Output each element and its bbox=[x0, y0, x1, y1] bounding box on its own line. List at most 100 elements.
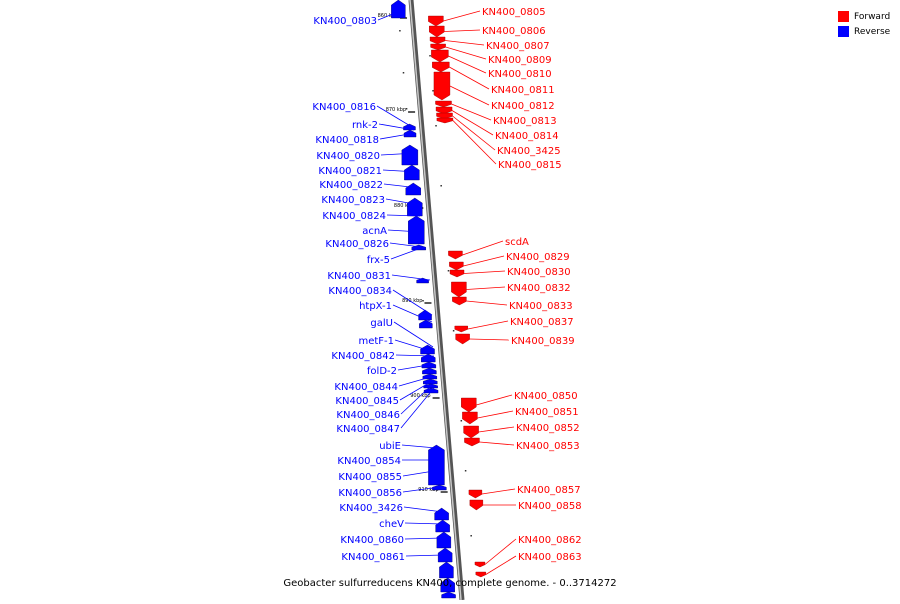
reverse-gene-label: metF-1 bbox=[358, 336, 394, 347]
forward-gene-label: KN400_0814 bbox=[495, 131, 559, 142]
reverse-gene-leader bbox=[378, 123, 415, 131]
tick-label: 870 kbp bbox=[386, 107, 406, 113]
tick-dot bbox=[402, 72, 405, 74]
forward-gene-arrow bbox=[474, 561, 486, 568]
forward-gene-label: KN400_0833 bbox=[509, 301, 573, 312]
reverse-gene-label: KN400_0834 bbox=[328, 286, 392, 297]
forward-gene-arrow bbox=[469, 499, 484, 511]
reverse-gene-leader bbox=[404, 522, 444, 525]
forward-gene-leader bbox=[469, 338, 510, 341]
reverse-gene-label: KN400_0826 bbox=[325, 239, 389, 250]
reverse-gene-label: KN400_0823 bbox=[321, 195, 385, 206]
legend-item-forward: Forward bbox=[838, 9, 890, 24]
forward-gene-arrow bbox=[454, 325, 468, 333]
forward-gene-arrow bbox=[452, 296, 467, 306]
tick-dot bbox=[399, 30, 401, 32]
reverse-gene-leader bbox=[390, 247, 422, 260]
reverse-gene-leader bbox=[398, 375, 435, 387]
reverse-gene-leader bbox=[376, 105, 413, 128]
forward-gene-arrow bbox=[433, 71, 451, 101]
forward-gene-arrow bbox=[468, 489, 483, 499]
forward-gene-arrow bbox=[449, 261, 464, 271]
reverse-gene-arrow bbox=[422, 367, 437, 375]
reverse-gene-arrow bbox=[423, 378, 438, 385]
forward-gene-leader bbox=[478, 426, 515, 433]
reverse-gene-label: ubiE bbox=[379, 441, 401, 452]
reverse-gene-label: KN400_0861 bbox=[341, 552, 405, 563]
reverse-gene-leader bbox=[385, 198, 421, 206]
reverse-gene-label: frx-5 bbox=[367, 255, 390, 266]
forward-gene-label: KN400_0815 bbox=[498, 160, 562, 171]
reverse-gene-leader bbox=[400, 387, 435, 429]
forward-swatch bbox=[838, 11, 849, 22]
forward-gene-label: KN400_0837 bbox=[510, 317, 574, 328]
tick-dot bbox=[435, 125, 437, 127]
reverse-gene-label: KN400_0845 bbox=[335, 396, 399, 407]
forward-gene-label: KN400_0852 bbox=[516, 423, 580, 434]
genome-backbone-highlight bbox=[409, 0, 462, 601]
reverse-gene-arrow bbox=[441, 591, 456, 599]
reverse-gene-label: rnk-2 bbox=[352, 120, 378, 131]
reverse-gene-arrow bbox=[437, 547, 453, 563]
forward-gene-leader bbox=[477, 410, 514, 419]
forward-gene-label: KN400_0850 bbox=[514, 391, 578, 402]
forward-gene-label: KN400_0811 bbox=[491, 85, 555, 96]
reverse-gene-leader bbox=[397, 363, 435, 371]
forward-gene-label: KN400_0807 bbox=[486, 41, 550, 52]
reverse-gene-leader bbox=[389, 242, 422, 248]
reverse-gene-leader bbox=[383, 183, 420, 189]
reverse-gene-arrow bbox=[405, 182, 421, 196]
reverse-gene-arrow bbox=[434, 507, 449, 521]
forward-gene-label: scdA bbox=[505, 237, 529, 248]
tick-dot bbox=[405, 108, 408, 110]
reverse-gene-arrow bbox=[419, 319, 433, 329]
forward-gene-leader bbox=[452, 115, 496, 151]
reverse-gene-label: KN400_0822 bbox=[319, 180, 383, 191]
forward-gene-leader bbox=[444, 29, 481, 32]
forward-gene-leader bbox=[463, 270, 506, 274]
tick-dot bbox=[447, 270, 450, 272]
forward-gene-leader bbox=[449, 85, 490, 106]
reverse-gene-arrow bbox=[428, 444, 445, 486]
forward-gene-leader bbox=[443, 10, 481, 22]
reverse-gene-leader bbox=[405, 554, 444, 557]
forward-gene-leader bbox=[449, 66, 490, 90]
forward-gene-arrow bbox=[449, 269, 465, 278]
forward-gene-label: KN400_0857 bbox=[517, 485, 581, 496]
tick-dot bbox=[432, 90, 434, 92]
forward-gene-label: KN400_0832 bbox=[507, 283, 571, 294]
forward-gene-arrow bbox=[455, 333, 470, 345]
reverse-gene-label: KN400_0860 bbox=[340, 535, 404, 546]
forward-gene-leader bbox=[451, 110, 494, 136]
reverse-gene-label: galU bbox=[370, 318, 393, 329]
forward-gene-arrow bbox=[435, 100, 452, 108]
reverse-gene-label: KN400_0847 bbox=[336, 424, 400, 435]
reverse-gene-arrow bbox=[439, 561, 454, 579]
forward-gene-label: KN400_0810 bbox=[488, 69, 552, 80]
reverse-gene-arrow bbox=[401, 144, 419, 166]
forward-gene-arrow bbox=[430, 43, 446, 51]
reverse-gene-label: cheV bbox=[379, 519, 404, 530]
reverse-gene-leader bbox=[402, 486, 441, 493]
forward-gene-leader bbox=[481, 488, 516, 495]
reverse-gene-label: KN400_0844 bbox=[334, 382, 398, 393]
reverse-gene-label: KN400_0821 bbox=[318, 166, 382, 177]
reverse-gene-label: KN400_0856 bbox=[338, 488, 402, 499]
forward-gene-arrow bbox=[432, 61, 450, 73]
forward-gene-leader bbox=[445, 46, 487, 60]
reverse-gene-label: KN400_0818 bbox=[315, 135, 379, 146]
genome-caption: Geobacter sulfurreducens KN400, complete… bbox=[283, 578, 617, 589]
reverse-gene-arrow bbox=[408, 215, 425, 245]
reverse-gene-leader bbox=[379, 132, 416, 140]
legend-label-forward: Forward bbox=[854, 11, 891, 22]
forward-gene-arrow bbox=[451, 281, 467, 298]
reverse-gene-label: htpX-1 bbox=[359, 301, 392, 312]
forward-gene-leader bbox=[485, 555, 517, 575]
forward-gene-arrow bbox=[461, 397, 477, 413]
forward-gene-leader bbox=[476, 394, 513, 406]
reverse-gene-leader bbox=[401, 444, 437, 449]
reverse-gene-label: KN400_0803 bbox=[313, 16, 377, 27]
tick-dot bbox=[464, 470, 467, 472]
forward-gene-arrow bbox=[462, 411, 478, 425]
